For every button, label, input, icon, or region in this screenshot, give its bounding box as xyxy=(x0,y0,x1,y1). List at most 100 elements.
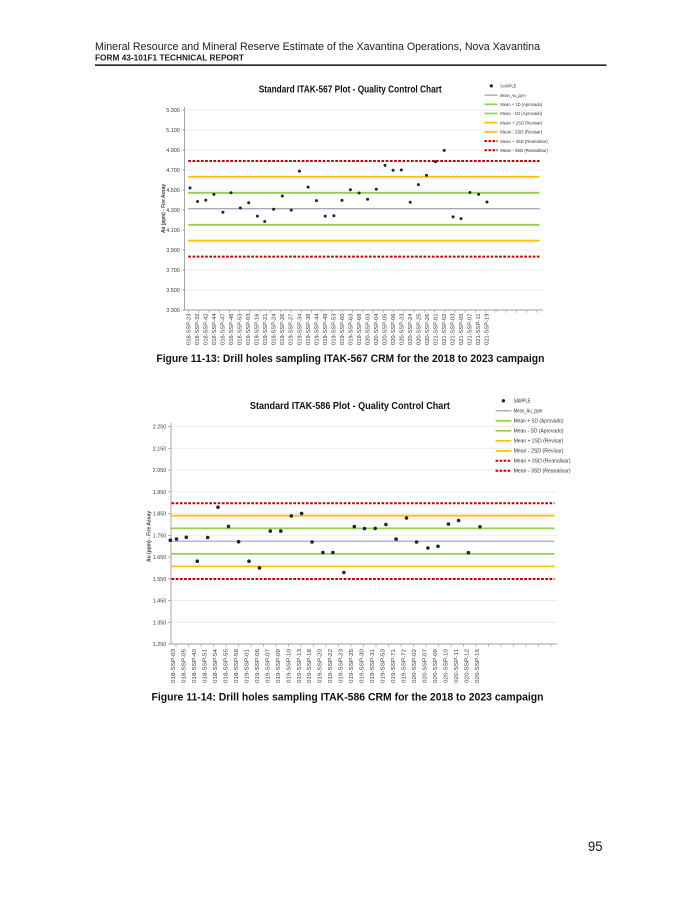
svg-text:020-SSP-11: 020-SSP-11 xyxy=(454,649,460,683)
svg-text:Mean - 2SD (Revisar): Mean - 2SD (Revisar) xyxy=(514,449,564,455)
svg-text:020-SSP-24: 020-SSP-24 xyxy=(408,313,414,345)
svg-text:019-SSP-22: 019-SSP-22 xyxy=(328,649,334,683)
svg-text:4.300: 4.300 xyxy=(166,208,180,214)
svg-text:1.550: 1.550 xyxy=(153,577,167,583)
svg-text:019-SSP-71: 019-SSP-71 xyxy=(391,649,397,683)
svg-text:018-SSP-47: 018-SSP-47 xyxy=(221,313,227,345)
svg-text:020-SSP-25: 020-SSP-25 xyxy=(417,313,423,345)
svg-text:018-SSP-03: 018-SSP-03 xyxy=(171,649,177,683)
svg-text:019-SSP-06: 019-SSP-06 xyxy=(255,649,261,683)
svg-text:019-SSP-53: 019-SSP-53 xyxy=(331,313,337,345)
svg-text:018-SSP-55: 018-SSP-55 xyxy=(223,649,229,683)
svg-text:1.850: 1.850 xyxy=(153,512,167,518)
svg-text:020-SSP-07: 020-SSP-07 xyxy=(423,649,429,683)
svg-text:SAMPLE: SAMPLE xyxy=(500,84,516,89)
svg-text:Mean - 1D (Aprovado): Mean - 1D (Aprovado) xyxy=(500,111,542,116)
svg-text:1.950: 1.950 xyxy=(153,490,167,496)
svg-text:5.300: 5.300 xyxy=(166,108,180,114)
svg-text:020-SSP-23: 020-SSP-23 xyxy=(400,313,406,345)
svg-text:021-SSP-19: 021-SSP-19 xyxy=(485,313,491,345)
svg-text:Mean + 1D (Aprovado): Mean + 1D (Aprovado) xyxy=(500,102,542,107)
svg-text:2.250: 2.250 xyxy=(153,425,167,431)
svg-text:020-SSP-26: 020-SSP-26 xyxy=(425,313,431,345)
svg-text:Standard ITAK-567 Plot - Quali: Standard ITAK-567 Plot - Quality Control… xyxy=(259,85,443,96)
svg-text:020-SSP-02: 020-SSP-02 xyxy=(412,649,418,683)
svg-text:019-SSP-49: 019-SSP-49 xyxy=(323,313,329,345)
svg-text:019-SSP-24: 019-SSP-24 xyxy=(272,313,278,345)
svg-text:018-SSP-44: 018-SSP-44 xyxy=(212,313,218,345)
svg-text:018-SSP-56: 018-SSP-56 xyxy=(234,649,240,683)
svg-text:018-SSP-05: 018-SSP-05 xyxy=(181,649,187,683)
svg-text:019-SSP-21: 019-SSP-21 xyxy=(263,313,269,345)
svg-text:Au (ppm) - Fire Assay: Au (ppm) - Fire Assay xyxy=(161,184,167,233)
svg-text:Figure 11-14: Drill holes samp: Figure 11-14: Drill holes sampling ITAK-… xyxy=(152,691,544,703)
svg-text:018-SSP-40: 018-SSP-40 xyxy=(192,649,198,683)
svg-text:021-SSP-07: 021-SSP-07 xyxy=(468,313,474,345)
svg-text:019-SSP-25: 019-SSP-25 xyxy=(349,649,355,683)
svg-text:019-SSP-26: 019-SSP-26 xyxy=(280,313,286,345)
svg-text:021-SSP-05: 021-SSP-05 xyxy=(459,313,465,345)
svg-text:020-SSP-04: 020-SSP-04 xyxy=(374,313,380,345)
svg-text:3.500: 3.500 xyxy=(166,288,180,294)
svg-text:1.350: 1.350 xyxy=(153,620,167,626)
svg-text:Mean + 3SD (Reanalisar): Mean + 3SD (Reanalisar) xyxy=(514,459,571,465)
svg-text:019-SSP-31: 019-SSP-31 xyxy=(370,649,376,683)
svg-text:020-SSP-06: 020-SSP-06 xyxy=(391,313,397,345)
svg-text:Mean - 3SD (Reanalisar): Mean - 3SD (Reanalisar) xyxy=(500,148,548,153)
svg-text:018-SSP-54: 018-SSP-54 xyxy=(213,649,219,683)
svg-text:Mean - SD (Aprovado): Mean - SD (Aprovado) xyxy=(514,429,564,435)
svg-text:5.100: 5.100 xyxy=(166,128,180,134)
svg-text:019-SSP-16: 019-SSP-16 xyxy=(255,313,261,345)
svg-text:3.300: 3.300 xyxy=(166,308,180,314)
svg-text:1.250: 1.250 xyxy=(153,642,167,648)
svg-text:Au (ppm) - Fire Assay: Au (ppm) - Fire Assay xyxy=(147,511,153,562)
svg-text:019-SSP-38: 019-SSP-38 xyxy=(306,313,312,345)
svg-text:020-SSP-09: 020-SSP-09 xyxy=(433,649,439,683)
svg-text:SAMPLE: SAMPLE xyxy=(514,399,532,405)
svg-text:Mean - 3SD (Reanalisar): Mean - 3SD (Reanalisar) xyxy=(514,469,571,475)
svg-text:019-SSP-53: 019-SSP-53 xyxy=(381,649,387,683)
svg-text:Mean + 2SD (Revisar): Mean + 2SD (Revisar) xyxy=(500,120,542,125)
svg-text:Mean + 2SD (Revisar): Mean + 2SD (Revisar) xyxy=(514,439,564,445)
svg-text:1.750: 1.750 xyxy=(153,533,167,539)
svg-text:FORM 43-101F1 TECHNICAL REPORT: FORM 43-101F1 TECHNICAL REPORT xyxy=(95,54,244,63)
svg-text:019-SSP-18: 019-SSP-18 xyxy=(307,649,313,683)
svg-text:020-SSP-12: 020-SSP-12 xyxy=(464,649,470,683)
svg-text:4.100: 4.100 xyxy=(166,228,180,234)
svg-text:019-SSP-01: 019-SSP-01 xyxy=(244,649,250,683)
svg-text:019-SSP-07: 019-SSP-07 xyxy=(265,649,271,683)
svg-text:Mineral Resource and Mineral R: Mineral Resource and Mineral Reserve Est… xyxy=(95,41,541,53)
svg-text:021-SSP-01: 021-SSP-01 xyxy=(434,313,440,345)
svg-text:019-SSP-23: 019-SSP-23 xyxy=(339,649,345,683)
svg-text:018-SSP-53: 018-SSP-53 xyxy=(238,313,244,345)
svg-text:019-SSP-10: 019-SSP-10 xyxy=(286,649,292,683)
svg-text:2.150: 2.150 xyxy=(153,446,167,452)
svg-text:019-SSP-63: 019-SSP-63 xyxy=(348,313,354,345)
svg-text:019-SSP-03: 019-SSP-03 xyxy=(246,313,252,345)
svg-text:020-SSP-05: 020-SSP-05 xyxy=(382,313,388,345)
svg-text:021-SSP-02: 021-SSP-02 xyxy=(442,313,448,345)
svg-text:Mean_Au_ppm: Mean_Au_ppm xyxy=(514,409,543,415)
svg-text:021-SSP-11: 021-SSP-11 xyxy=(476,313,482,345)
svg-text:019-SSP-72: 019-SSP-72 xyxy=(402,649,408,683)
svg-text:1.650: 1.650 xyxy=(153,555,167,561)
svg-text:4.900: 4.900 xyxy=(166,148,180,154)
svg-text:3.900: 3.900 xyxy=(166,248,180,254)
svg-text:Standard ITAK-586 Plot - Quali: Standard ITAK-586 Plot - Quality Control… xyxy=(250,401,450,412)
svg-text:Mean + SD (Aprovado): Mean + SD (Aprovado) xyxy=(514,419,564,425)
svg-text:1.450: 1.450 xyxy=(153,599,167,605)
svg-text:018-SSP-51: 018-SSP-51 xyxy=(202,649,208,683)
svg-text:Mean_Au_ppm: Mean_Au_ppm xyxy=(500,93,525,98)
svg-text:019-SSP-30: 019-SSP-30 xyxy=(360,649,366,683)
svg-text:4.700: 4.700 xyxy=(166,168,180,174)
svg-text:019-SSP-68: 019-SSP-68 xyxy=(357,313,363,345)
svg-text:4.500: 4.500 xyxy=(166,188,180,194)
svg-text:020-SSP-03: 020-SSP-03 xyxy=(365,313,371,345)
svg-text:2.050: 2.050 xyxy=(153,468,167,474)
svg-text:020-SSP-16: 020-SSP-16 xyxy=(475,649,481,683)
svg-text:019-SSP-60: 019-SSP-60 xyxy=(340,313,346,345)
svg-text:018-SSP-32: 018-SSP-32 xyxy=(195,313,201,345)
svg-text:Mean - 2SD (Revisar): Mean - 2SD (Revisar) xyxy=(500,130,542,135)
svg-text:019-SSP-27: 019-SSP-27 xyxy=(289,313,295,345)
svg-text:019-SSP-20: 019-SSP-20 xyxy=(318,649,324,683)
